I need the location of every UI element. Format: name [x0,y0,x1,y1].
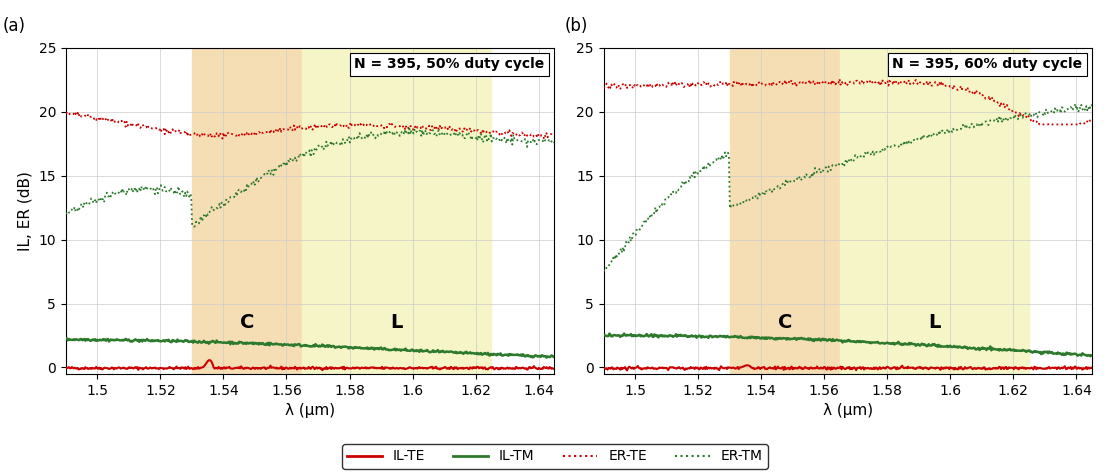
Bar [192,48,302,374]
Text: C: C [778,313,793,332]
Text: N = 395, 50% duty cycle: N = 395, 50% duty cycle [354,58,545,71]
Text: C: C [240,313,254,332]
Text: N = 395, 60% duty cycle: N = 395, 60% duty cycle [892,58,1082,71]
Y-axis label: IL, ER (dB): IL, ER (dB) [18,171,33,251]
Bar [729,48,840,374]
X-axis label: λ (μm): λ (μm) [823,403,872,418]
Text: (b): (b) [565,17,588,35]
Text: (a): (a) [2,17,26,35]
Bar [302,48,492,374]
Bar [840,48,1029,374]
Legend: IL-TE, IL-TM, ER-TE, ER-TM: IL-TE, IL-TM, ER-TE, ER-TM [342,444,768,469]
Text: L: L [928,313,941,332]
X-axis label: λ (μm): λ (μm) [285,403,335,418]
Text: L: L [391,313,403,332]
